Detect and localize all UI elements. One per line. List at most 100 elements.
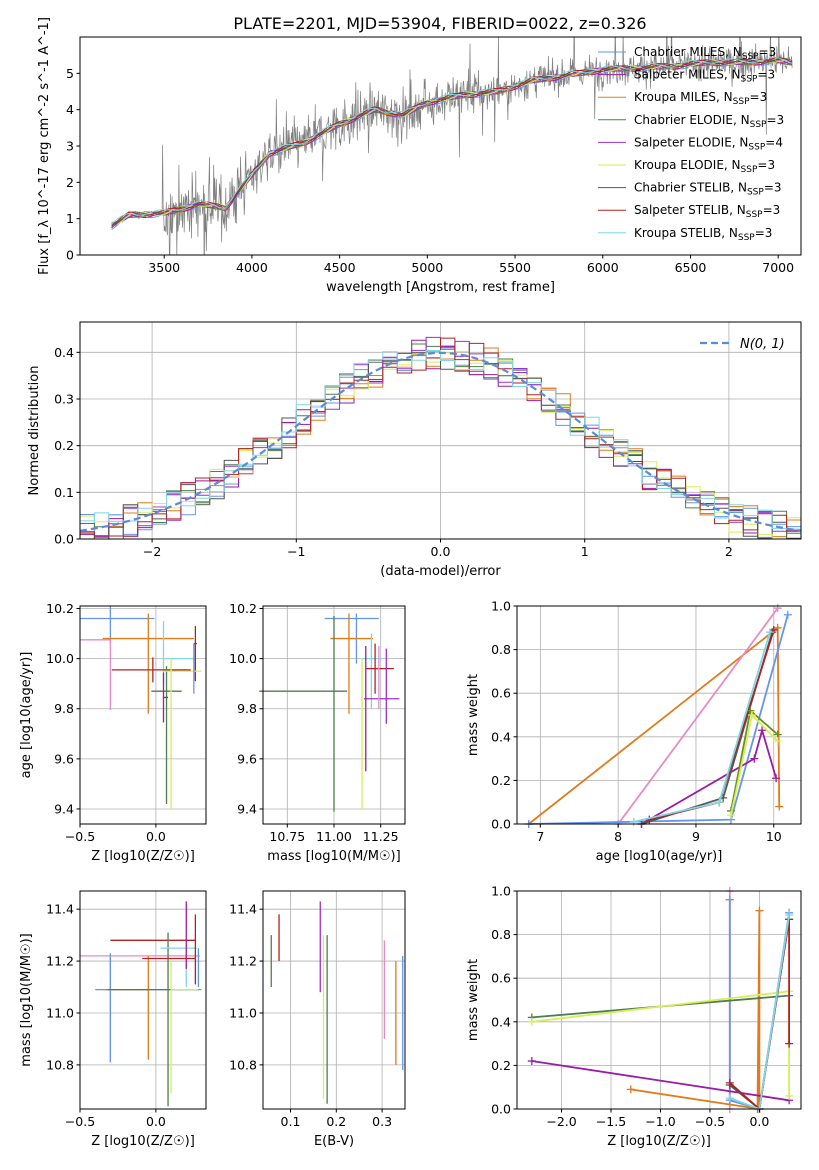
data-point <box>259 616 348 812</box>
y-tick-label: 0.0 <box>491 817 511 832</box>
data-point <box>151 666 182 804</box>
mass-weight-marker <box>747 711 756 719</box>
y-tick-label: 0.0 <box>54 532 74 547</box>
y-tick-label: 10.2 <box>229 601 257 616</box>
y-tick-label: 11.4 <box>46 902 74 917</box>
frame-mass-vs-EBV: 0.1 0.2 0.3 10.8 11.0 11.2 11.4 E(B-V) <box>229 890 406 1149</box>
y-tick-label: 11.0 <box>46 1005 74 1020</box>
y-axis-label: mass [log10(M/M☉)] <box>19 933 34 1066</box>
plot-frame <box>262 890 406 1110</box>
residual-histogram <box>80 350 801 530</box>
legend-entry: Kroupa STELIB, NSSP=3 <box>634 226 772 243</box>
x-axis-label: Z [log10(Z/Z☉)] <box>607 1134 711 1149</box>
legend-tail: =3 <box>764 181 782 195</box>
legend-entry: Salpeter MILES, NSSP=3 <box>634 68 775 85</box>
model-line <box>111 56 793 225</box>
mass-weight-marker <box>775 802 784 811</box>
y-tick-label: 1.0 <box>491 884 511 899</box>
gaussian-curve <box>79 351 802 532</box>
x-tick-label: 0.0 <box>749 1114 769 1129</box>
legend-entry: Salpeter STELIB, NSSP=3 <box>634 203 780 220</box>
data-point <box>80 955 200 1063</box>
y-tick-label: 0.2 <box>491 1058 511 1073</box>
mass-weight-marker <box>725 1078 734 1087</box>
x-tick-label: −2 <box>143 544 161 559</box>
y-tick-label: 4 <box>66 102 74 117</box>
data-point <box>80 606 155 644</box>
frame-mass-weight-vs-age: 7 8 9 10 0.0 0.2 0.4 0.6 0.8 1.0 age [log10(age/yr… <box>466 599 802 864</box>
y-tick-label: 0.6 <box>491 971 511 986</box>
mass-weight-marker <box>758 726 767 735</box>
y-tick-label: 10.0 <box>229 651 257 666</box>
x-axis-label: E(B-V) <box>314 1134 354 1149</box>
axes-mass-vs-EBV <box>263 891 405 1109</box>
y-tick-label: 9.6 <box>237 751 257 766</box>
frame-mass-weight-vs-Z: −2.0 −1.5 −1.0 −0.5 0.0 0.0 0.2 0.4 0.6 0.8 1.0 Z [… <box>466 884 802 1149</box>
x-tick-label: 2 <box>725 544 733 559</box>
legend-entry: Kroupa MILES, NSSP=3 <box>634 90 767 107</box>
legend-subscript: SSP <box>741 165 758 175</box>
y-tick-label: 10.0 <box>46 651 74 666</box>
legend-subscript: SSP <box>741 75 758 85</box>
x-tick-label: −2.0 <box>546 1114 576 1129</box>
mass-weight-marker <box>755 906 764 915</box>
mass-weight-marker <box>626 1085 635 1094</box>
mass-weight-marker <box>629 817 638 826</box>
x-tick-label: 3500 <box>148 260 180 275</box>
y-tick-label: 11.2 <box>46 954 74 969</box>
x-axis-label: mass [log10(M/M☉)] <box>267 849 400 864</box>
x-tick-label: 0.2 <box>326 1114 346 1129</box>
axes-mass-vs-Z <box>79 891 206 1109</box>
legend-tail: =3 <box>757 68 775 82</box>
legend-entry: Salpeter ELODIE, NSSP=4 <box>634 135 783 152</box>
legend-tail: =3 <box>763 203 781 217</box>
y-tick-label: 3 <box>66 139 74 154</box>
legend-tail: =3 <box>755 226 773 240</box>
y-tick-label: 5 <box>66 66 74 81</box>
mass-weight-line <box>730 713 779 816</box>
x-tick-label: 4000 <box>236 260 268 275</box>
y-tick-label: 9.8 <box>54 701 74 716</box>
y-tick-label: 11.0 <box>229 1005 257 1020</box>
y-tick-label: 10.8 <box>46 1057 74 1072</box>
x-tick-label: 8 <box>614 829 622 844</box>
x-tick-label: 0.0 <box>431 544 451 559</box>
legend-label: Kroupa MILES, N <box>634 90 733 104</box>
legend-subscript: SSP <box>746 210 763 220</box>
x-tick-label: 5000 <box>411 260 443 275</box>
residual-histogram <box>80 337 801 537</box>
data-point <box>365 643 394 694</box>
mass-weight-marker <box>725 895 734 904</box>
frame-spectrum: 3500 4000 4500 5000 5500 6000 6500 7000 0 1 2 3 4 5 wa… <box>37 17 802 295</box>
y-axis-label: Normed distribution <box>27 366 42 496</box>
residual-legend: N(0, 1) <box>700 337 785 352</box>
legend-tail: =3 <box>757 158 775 172</box>
x-tick-label: 6500 <box>675 260 707 275</box>
legend-label: Salpeter MILES, N <box>634 68 741 82</box>
legend-entry: Chabrier STELIB, NSSP=3 <box>634 181 782 198</box>
x-tick-label: 7000 <box>762 260 794 275</box>
x-tick-label: 7 <box>536 829 544 844</box>
y-tick-label: 11.4 <box>229 902 257 917</box>
mass-weight-marker <box>527 1057 536 1066</box>
axes-mass-weight-vs-age <box>517 605 801 825</box>
legend-entry: N(0, 1) <box>740 337 785 352</box>
legend-tail: =3 <box>750 90 768 104</box>
plot-frame <box>79 890 207 1110</box>
legend-label: Chabrier STELIB, N <box>634 181 747 195</box>
data-point <box>102 613 194 714</box>
data-point <box>163 658 202 809</box>
y-tick-label: 0.2 <box>54 438 74 453</box>
data-point <box>170 958 199 1094</box>
data-point <box>80 639 112 710</box>
legend-subscript: SSP <box>748 142 765 152</box>
x-tick-label: 5500 <box>499 260 531 275</box>
x-axis-label: age [log10(age/yr)] <box>596 849 723 864</box>
mass-weight-marker <box>785 1091 794 1100</box>
legend-label: Salpeter ELODIE, N <box>634 135 748 149</box>
data-point <box>162 672 169 723</box>
x-tick-label: −0.5 <box>65 1114 95 1129</box>
y-tick-label: 0.0 <box>491 1102 511 1117</box>
data-point <box>111 657 191 683</box>
